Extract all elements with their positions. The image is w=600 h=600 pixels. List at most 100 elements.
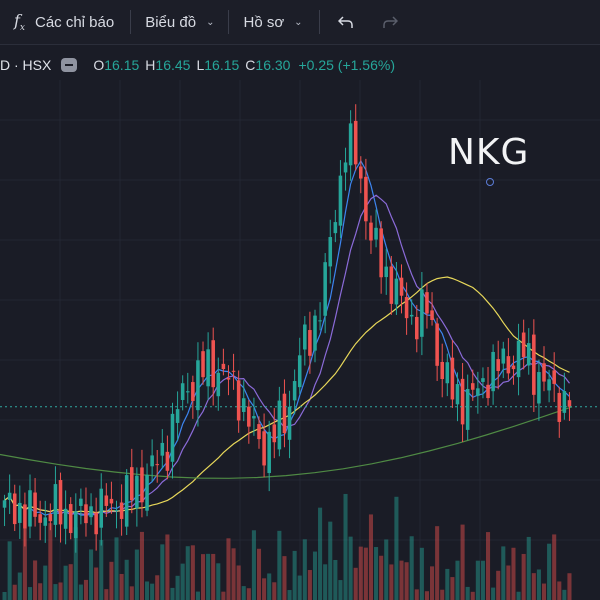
- candle-body: [445, 362, 450, 384]
- candle-body: [399, 277, 404, 296]
- close-label: C: [245, 57, 256, 73]
- volume-bar: [2, 592, 7, 600]
- candle-body: [394, 278, 399, 305]
- volume-bar: [374, 547, 379, 600]
- volume-bar: [287, 590, 292, 600]
- volume-bar: [170, 587, 175, 600]
- volume-bar: [516, 591, 521, 600]
- volume-bar: [206, 553, 211, 600]
- volume-bar: [536, 569, 541, 600]
- toolbar-divider: [228, 10, 230, 34]
- candle-body: [547, 379, 551, 391]
- profile-menu-button[interactable]: Hồ sơ ⌄: [229, 0, 318, 44]
- ma-mid-line: [4, 194, 570, 516]
- candle-body: [145, 474, 149, 511]
- volume-bar: [175, 575, 180, 600]
- candle-body: [165, 451, 170, 471]
- candle-body: [440, 361, 445, 380]
- volume-bar: [440, 589, 445, 600]
- undo-button[interactable]: [320, 0, 368, 44]
- volume-bar: [99, 540, 104, 600]
- volume-bar: [190, 545, 195, 600]
- volume-bar: [63, 565, 68, 600]
- candle-body: [348, 123, 353, 166]
- volume-bar: [155, 575, 160, 600]
- volume-bar: [496, 570, 501, 600]
- candle-body: [501, 348, 506, 364]
- volume-bar: [200, 554, 206, 600]
- toolbar-divider: [130, 10, 132, 34]
- volume-bar: [48, 523, 53, 600]
- candle-body: [516, 340, 521, 378]
- redo-button[interactable]: [368, 0, 398, 44]
- candle-body: [476, 388, 480, 396]
- candle-body: [48, 514, 53, 522]
- candle-body: [374, 227, 378, 240]
- volume-bar: [480, 560, 485, 600]
- volume-bar: [404, 562, 409, 600]
- volume-bar: [424, 591, 429, 600]
- candle-body: [430, 310, 434, 320]
- candle-body: [150, 455, 154, 467]
- volume-bar: [465, 586, 470, 600]
- volume-bar: [470, 591, 475, 600]
- candle-body: [104, 495, 109, 506]
- volume-bar: [501, 546, 506, 600]
- candle-body: [287, 406, 292, 440]
- candle-body: [323, 262, 327, 316]
- volume-bar: [328, 521, 333, 600]
- volume-bar: [394, 496, 399, 600]
- candle-body: [68, 504, 73, 534]
- volume-bar: [236, 565, 241, 600]
- candle-body: [308, 330, 312, 356]
- candle-body: [389, 266, 394, 304]
- volume-bar: [17, 572, 22, 600]
- candle-body: [450, 357, 455, 400]
- function-icon: fx: [14, 10, 25, 34]
- volume-bar: [312, 551, 318, 600]
- volume-bar: [358, 546, 363, 600]
- volume-bar: [409, 536, 414, 600]
- volume-bar: [384, 539, 389, 600]
- candle-body: [465, 388, 470, 430]
- candle-body: [124, 475, 129, 527]
- volume-bar: [165, 534, 170, 600]
- candle-body: [63, 508, 68, 529]
- profile-menu-label: Hồ sơ: [243, 13, 285, 31]
- candle-body: [23, 504, 27, 529]
- candle-body: [231, 370, 236, 372]
- symbol-label[interactable]: D · HSX: [0, 57, 52, 73]
- candle-body: [175, 409, 180, 423]
- candle-body: [537, 372, 541, 404]
- candle-body: [557, 392, 562, 422]
- candle-body: [364, 176, 368, 222]
- volume-bar: [241, 586, 246, 600]
- candle-body: [511, 365, 516, 370]
- candle-body: [425, 292, 429, 314]
- volume-bar: [216, 563, 221, 600]
- volume-bar: [491, 587, 496, 600]
- volume-bar: [53, 584, 58, 600]
- candle-body: [114, 510, 119, 512]
- volume-bars: [2, 493, 572, 600]
- candle-body: [257, 424, 261, 440]
- volume-bar: [506, 565, 511, 600]
- candle-body: [38, 514, 42, 523]
- volume-bar: [12, 584, 17, 600]
- volume-bar: [114, 537, 119, 600]
- volume-bar: [292, 550, 297, 600]
- candle-body: [562, 391, 567, 413]
- collapse-legend-button[interactable]: [61, 58, 78, 72]
- price-chart[interactable]: [0, 80, 600, 600]
- chart-menu-button[interactable]: Biểu đồ ⌄: [131, 0, 228, 44]
- candle-body: [272, 424, 277, 443]
- candle-body: [491, 351, 495, 392]
- volume-bar: [282, 556, 287, 600]
- indicators-button[interactable]: fx Các chỉ báo: [0, 0, 130, 44]
- candle-body: [353, 120, 358, 165]
- volume-bar: [89, 549, 94, 600]
- volume-bar: [7, 541, 12, 600]
- volume-bar: [251, 530, 256, 600]
- volume-bar: [134, 549, 139, 600]
- volume-bar: [485, 532, 491, 600]
